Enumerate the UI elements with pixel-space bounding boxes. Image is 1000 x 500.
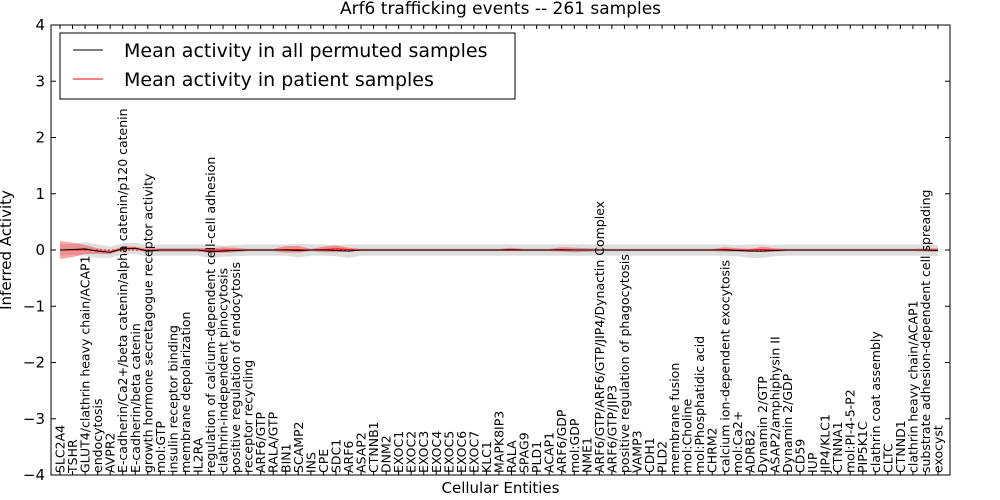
category-label: CDH1	[642, 437, 657, 473]
category-label: E-cadherin/beta catenin	[128, 323, 143, 473]
category-label: IL2RA	[190, 437, 205, 473]
category-label: mol:Ca2+	[730, 411, 745, 473]
category-label: ARF6/GDP	[554, 409, 569, 473]
category-label: clathrin coat assembly	[868, 331, 883, 473]
category-label: IUP	[805, 452, 820, 473]
category-label: ARF6	[341, 441, 356, 473]
category-label: INS	[303, 452, 318, 473]
series-line-0	[59, 247, 939, 253]
category-label: JIP4/KLC1	[818, 414, 833, 474]
legend-box	[59, 32, 516, 100]
category-label: positive regulation of endocytosis	[228, 262, 243, 473]
category-label: mol:Choline	[680, 398, 695, 473]
x-axis-label: Cellular Entities	[442, 479, 560, 497]
category-label: insulin receptor binding	[165, 325, 180, 473]
category-label: EXOC7	[466, 431, 481, 473]
category-label: PLD1	[529, 441, 544, 473]
category-label: CTNNB1	[366, 421, 381, 473]
category-label: ASAP2/amphiphysin II	[767, 336, 782, 473]
y-axis-label: Inferred Activity	[0, 190, 15, 310]
category-label: exocyst	[931, 425, 946, 473]
y-tick-label: 3	[35, 72, 45, 90]
category-label: SLC2A4	[53, 425, 68, 473]
category-label: EXOC2	[404, 431, 419, 473]
chart-title: Arf6 trafficking events -- 261 samples	[340, 0, 661, 19]
category-label: BIN1	[278, 443, 293, 473]
category-label: calcium ion-dependent exocytosis	[717, 260, 732, 473]
category-label: substrate adhesion-dependent cell spread…	[918, 190, 933, 473]
category-label: ASAP2	[354, 432, 369, 473]
category-label: SCAMP2	[291, 422, 306, 474]
category-label: RALA	[504, 440, 519, 473]
category-label: endocytosis	[90, 398, 105, 473]
category-label: mol:Phosphatidic acid	[692, 336, 707, 473]
y-tick-label: 0	[35, 241, 45, 259]
category-label: EXOC3	[416, 431, 431, 473]
category-label: clathrin heavy chain/ACAP1	[905, 300, 920, 473]
category-label: PIP5K1C	[855, 421, 870, 473]
category-label: ARF6/GTP/JIP3	[604, 385, 619, 473]
category-label: TSHR	[65, 439, 80, 474]
category-label: EXOC1	[391, 431, 406, 473]
category-label: ARF6/GTP	[253, 412, 268, 473]
y-tick-label: 2	[35, 129, 45, 147]
category-label: CHRM2	[705, 427, 720, 473]
legend-label-1: Mean activity in patient samples	[124, 69, 434, 91]
category-label: regulation of calcium-dependent cell-cel…	[203, 157, 218, 473]
category-label: EXOC4	[429, 431, 444, 473]
legend-label-0: Mean activity in all permuted samples	[124, 40, 487, 62]
category-label: mol:PI-4-5-P2	[843, 389, 858, 473]
category-label: mol:GDP	[567, 418, 582, 473]
y-tick-label: −3	[23, 410, 45, 428]
category-label: AVPR2	[103, 433, 118, 473]
category-label: positive regulation of phagocytosis	[617, 254, 632, 473]
category-label: CLTC	[880, 443, 895, 473]
y-tick-label: −4	[23, 466, 45, 484]
category-label: VAMP3	[629, 430, 644, 473]
category-label: GLUT4/clathrin heavy chain/ACAP1	[78, 255, 93, 473]
category-label: EXOC6	[454, 431, 469, 473]
category-label: KLC1	[479, 441, 494, 473]
legend: Mean activity in all permuted samples Mea…	[59, 32, 516, 100]
category-label: clathrin-independent pinocytosis	[216, 268, 231, 473]
y-tick-label: −2	[23, 354, 45, 372]
category-label: membrane depolarization	[178, 312, 193, 473]
category-label: EXOC5	[441, 431, 456, 473]
category-label: membrane fusion	[667, 363, 682, 473]
category-label: MAPK8IP3	[492, 411, 507, 473]
y-tick-label: 4	[35, 16, 45, 34]
category-label: growth hormone secretagogue receptor act…	[140, 173, 155, 473]
category-label: Dynamin 2/GDP	[780, 373, 795, 473]
category-label: CTNNA1	[830, 421, 845, 473]
category-label: CTNND1	[893, 420, 908, 473]
y-tick-label: −1	[23, 297, 45, 315]
category-label: Dynamin 2/GTP	[755, 376, 770, 473]
category-label: E-cadherin/Ca2+/beta catenin/alpha caten…	[115, 108, 130, 473]
category-label: SDC1	[328, 439, 343, 473]
category-label: PLD2	[655, 441, 670, 473]
category-label: receptor recycling	[241, 360, 256, 473]
category-label: NME1	[579, 437, 594, 473]
category-label: ACAP1	[542, 432, 557, 473]
category-label: RALA/GTP	[266, 411, 281, 473]
category-label: SPAG9	[517, 432, 532, 473]
category-label: DNM2	[379, 435, 394, 473]
category-label: ADRB2	[742, 430, 757, 473]
category-label: ARF6/GTP/ARF6/GTP/JIP4/Dynactin Complex	[592, 201, 607, 473]
category-label: mol:GTP	[153, 421, 168, 473]
category-label: CD59	[793, 439, 808, 473]
y-tick-label: 1	[35, 185, 45, 203]
category-label: CPE	[316, 449, 331, 473]
